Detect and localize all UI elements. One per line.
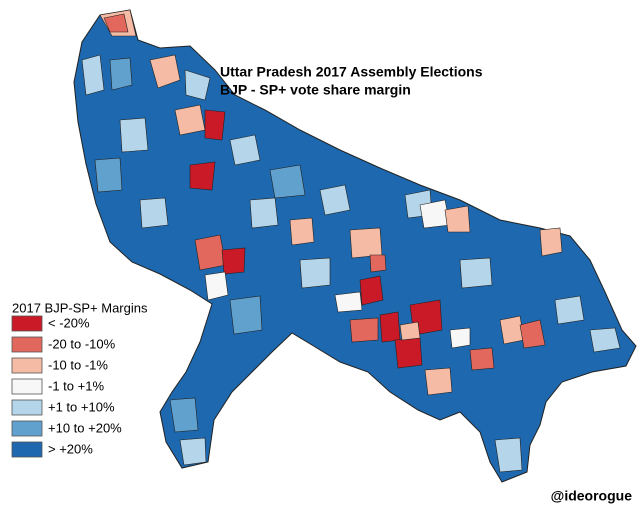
constituency xyxy=(469,347,495,371)
constituency xyxy=(189,161,216,191)
legend-label: -10 to -1% xyxy=(48,357,108,372)
constituency xyxy=(184,69,211,101)
constituency xyxy=(349,317,379,343)
constituency xyxy=(103,13,129,33)
legend-label: -1 to +1% xyxy=(48,378,104,393)
legend: < -20% -20 to -10% -10 to -1% -1 to +1% +1 t… xyxy=(11,315,122,458)
legend-swatch xyxy=(11,420,43,437)
constituency xyxy=(299,257,331,289)
constituency xyxy=(334,291,363,313)
constituency xyxy=(119,117,149,153)
constituency xyxy=(109,57,133,91)
map-regions xyxy=(73,9,637,483)
legend-swatch xyxy=(11,336,43,353)
constituency xyxy=(229,295,263,335)
constituency xyxy=(554,295,585,325)
constituency xyxy=(589,327,621,353)
constituency xyxy=(289,217,315,246)
legend-title: 2017 BJP-SP+ Margins xyxy=(12,300,148,315)
legend-swatch xyxy=(11,378,43,395)
credit: @ideorogue xyxy=(551,488,633,504)
constituency xyxy=(459,257,493,289)
constituency xyxy=(249,197,279,229)
legend-label: +1 to +10% xyxy=(48,399,115,414)
constituency xyxy=(449,327,471,349)
legend-swatch xyxy=(11,441,43,458)
constituency xyxy=(494,437,523,473)
constituency xyxy=(81,54,105,96)
constituency xyxy=(359,275,384,306)
constituency xyxy=(204,271,229,301)
constituency xyxy=(379,311,401,343)
title-line-1: Uttar Pradesh 2017 Assembly Elections xyxy=(220,64,483,80)
constituency xyxy=(204,109,226,141)
constituency xyxy=(499,315,525,345)
constituency xyxy=(179,437,207,466)
constituency xyxy=(221,247,246,275)
legend-label: -20 to -10% xyxy=(48,336,116,351)
constituency xyxy=(149,54,181,89)
constituency xyxy=(139,197,169,229)
constituency xyxy=(349,227,383,259)
legend-label: +10 to +20% xyxy=(48,420,122,435)
constituency xyxy=(519,319,546,349)
legend-swatch xyxy=(11,357,43,374)
constituency xyxy=(319,184,351,216)
constituency xyxy=(444,205,471,233)
constituency xyxy=(394,337,423,369)
constituency xyxy=(169,397,199,433)
constituency xyxy=(174,104,206,136)
constituency xyxy=(94,157,123,193)
title-line-2: BJP - SP+ vote share margin xyxy=(220,82,411,98)
legend-label: < -20% xyxy=(48,315,90,330)
constituency xyxy=(369,254,387,273)
constituency xyxy=(194,234,227,271)
legend-swatch xyxy=(11,399,43,416)
constituency xyxy=(269,164,306,199)
constituency xyxy=(424,367,453,396)
legend-swatch xyxy=(11,315,43,332)
constituency xyxy=(399,321,421,341)
constituency xyxy=(539,227,563,257)
legend-label: > +20% xyxy=(48,441,93,456)
constituency xyxy=(229,134,261,166)
